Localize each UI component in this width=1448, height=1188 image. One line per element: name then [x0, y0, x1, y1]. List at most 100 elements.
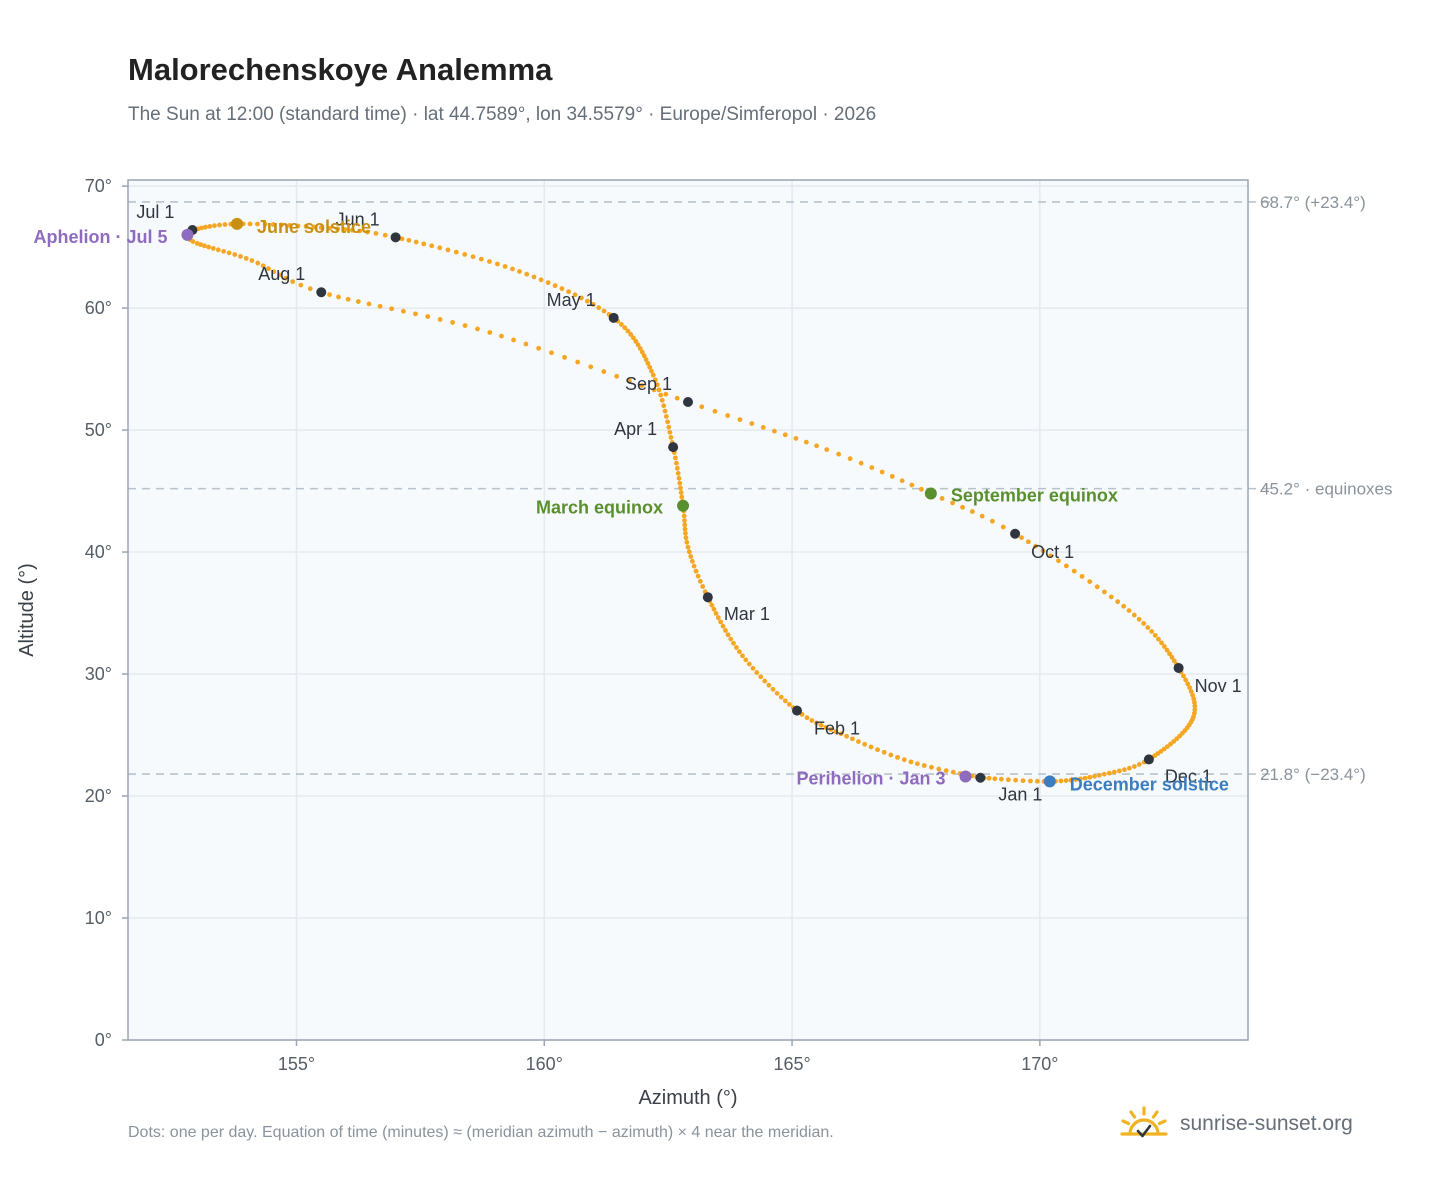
- daily-dot: [662, 408, 668, 414]
- daily-dot: [663, 414, 669, 419]
- brand-logo[interactable]: sunrise-sunset.org: [1118, 1102, 1353, 1146]
- daily-dot: [373, 231, 379, 236]
- daily-dot: [921, 763, 927, 768]
- daily-dot: [1192, 700, 1197, 705]
- daily-dot: [678, 485, 683, 491]
- daily-dot: [1048, 553, 1054, 559]
- daily-dot: [868, 744, 874, 750]
- daily-dot: [445, 247, 451, 253]
- daily-dot: [650, 372, 656, 378]
- daily-dot: [1087, 774, 1093, 780]
- y-tick-label: 40°: [85, 542, 112, 562]
- daily-dot: [382, 232, 388, 238]
- daily-dot: [908, 759, 914, 765]
- daily-dot: [255, 260, 261, 266]
- month-marker-label: Mar 1: [724, 604, 770, 624]
- y-tick-label: 50°: [85, 420, 112, 440]
- daily-dot: [1141, 621, 1147, 626]
- daily-dot: [1126, 608, 1132, 614]
- daily-dot: [654, 382, 660, 388]
- daily-dot: [770, 686, 776, 692]
- daily-dot: [682, 518, 687, 523]
- daily-dot: [678, 490, 684, 495]
- daily-dot: [1108, 594, 1114, 600]
- daily-dot: [695, 573, 701, 579]
- daily-dot: [699, 404, 705, 410]
- daily-dot: [1068, 777, 1074, 783]
- daily-dot: [677, 480, 683, 486]
- daily-dot: [737, 417, 743, 423]
- daily-dot: [700, 584, 706, 589]
- daily-dot: [674, 460, 679, 466]
- daily-dot: [818, 722, 824, 728]
- daily-dot: [421, 241, 427, 247]
- daily-dot: [1101, 589, 1107, 595]
- daily-dot: [1191, 696, 1197, 702]
- daily-dot: [1145, 625, 1151, 630]
- daily-dot: [226, 250, 232, 256]
- daily-dot: [720, 623, 726, 629]
- daily-dot: [450, 320, 455, 325]
- daily-dot: [1164, 647, 1170, 653]
- daily-dot: [495, 261, 500, 267]
- daily-dot: [1106, 770, 1112, 776]
- daily-dot: [585, 298, 590, 304]
- daily-dot: [693, 568, 699, 574]
- daily-dot: [649, 368, 654, 374]
- daily-dot: [453, 249, 459, 255]
- daily-dot: [318, 225, 324, 230]
- daily-dot: [572, 292, 578, 298]
- month-markers: Jan 1 Feb 1 Mar 1 Apr 1 May 1 Jun 1 Jul 1 Aug 1…: [136, 202, 1241, 805]
- plot-frame: [127, 179, 1249, 1041]
- daily-dot: [559, 286, 565, 292]
- event-marker-dot: [181, 228, 194, 241]
- daily-dot: [766, 682, 772, 688]
- event-marker-dot: [677, 499, 690, 512]
- daily-dot: [689, 558, 695, 564]
- month-marker-dot: [668, 442, 679, 453]
- month-marker-dot: [975, 772, 986, 783]
- daily-dot: [1020, 778, 1026, 784]
- daily-dot: [215, 247, 221, 253]
- daily-dot: [862, 741, 868, 747]
- event-label: Perihelion · Jan 3: [796, 769, 945, 789]
- daily-dot: [1136, 762, 1142, 767]
- daily-dot: [778, 694, 784, 700]
- daily-dot: [1101, 771, 1107, 777]
- daily-dot: [538, 277, 544, 283]
- daily-dot: [212, 223, 217, 229]
- daily-dot: [1188, 688, 1194, 694]
- daily-dot: [760, 425, 766, 430]
- daily-dot: [743, 657, 749, 663]
- daily-dot: [804, 715, 810, 721]
- daily-dot: [733, 645, 739, 650]
- daily-dot: [622, 325, 628, 331]
- daily-dot: [1149, 629, 1155, 634]
- daily-dot: [262, 221, 268, 227]
- daily-dot: [377, 303, 383, 309]
- chart-subtitle: The Sun at 12:00 (standard time) · lat 4…: [128, 104, 877, 125]
- sun-logo-icon: [1120, 1106, 1168, 1138]
- reference-line-label: 68.7° (+23.4°): [1260, 193, 1366, 212]
- daily-dot: [1035, 778, 1040, 784]
- daily-dot: [723, 628, 728, 633]
- daily-dot: [675, 470, 681, 476]
- daily-dot: [487, 259, 492, 264]
- daily-dot: [562, 354, 567, 360]
- daily-dot: [437, 317, 443, 322]
- daily-dot: [1131, 764, 1137, 769]
- daily-dot: [814, 720, 819, 726]
- daily-dot: [1185, 681, 1191, 687]
- daily-dot: [511, 337, 516, 343]
- month-marker-label: Sep 1: [625, 374, 672, 394]
- daily-dot: [645, 360, 651, 366]
- daily-dot: [499, 333, 504, 339]
- daily-dot: [470, 254, 476, 260]
- daily-dot: [673, 455, 678, 461]
- daily-dot: [588, 364, 594, 370]
- daily-dot: [311, 224, 317, 230]
- daily-dot: [1122, 767, 1127, 773]
- daily-dot: [879, 469, 885, 475]
- daily-dot: [683, 530, 688, 536]
- daily-dot: [772, 428, 777, 434]
